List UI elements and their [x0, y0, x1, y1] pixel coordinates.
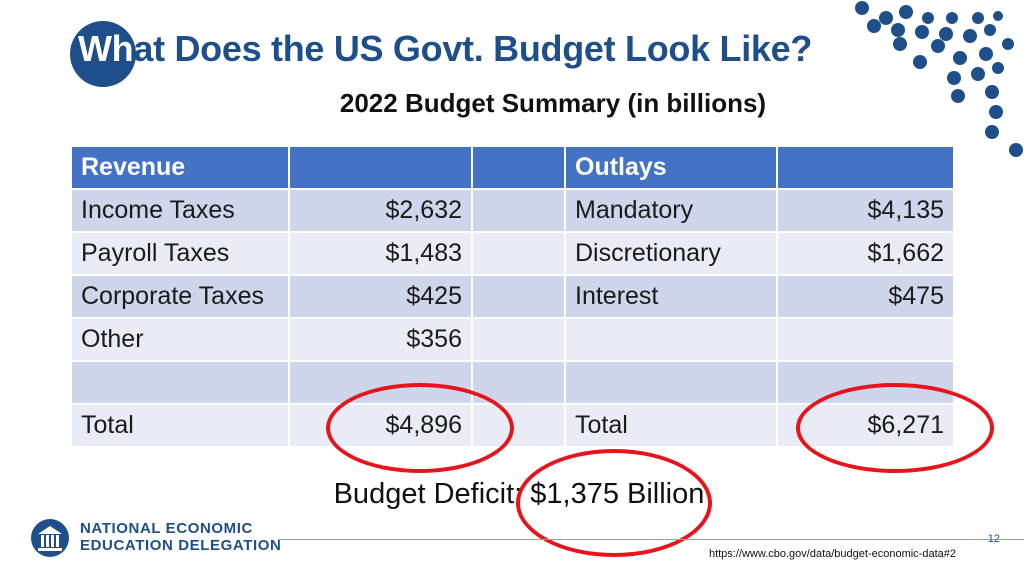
revenue-header: Revenue — [70, 145, 290, 190]
outlay-value: $1,662 — [776, 231, 955, 276]
header-cell — [776, 145, 955, 190]
revenue-value: $2,632 — [288, 188, 473, 233]
source-link[interactable]: https://www.cbo.gov/data/budget-economic… — [708, 548, 956, 560]
header-cell — [471, 145, 566, 190]
revenue-value: $1,483 — [288, 231, 473, 276]
budget-summary-table: Revenue Outlays Income Taxes $2,632 Mand… — [70, 145, 955, 448]
slide-title: What Does the US Govt. Budget Look Like? — [78, 28, 812, 70]
header-cell — [288, 145, 473, 190]
revenue-value: $356 — [288, 317, 473, 362]
outlay-total-label: Total — [564, 403, 778, 448]
spacer-cell — [471, 231, 566, 276]
footer-divider — [278, 539, 1024, 540]
highlight-circle-revenue-total — [326, 383, 514, 473]
org-name-line1: NATIONAL ECONOMIC — [80, 520, 253, 537]
empty-cell — [564, 360, 778, 405]
outlay-value: $4,135 — [776, 188, 955, 233]
revenue-total-label: Total — [70, 403, 290, 448]
outlay-label — [564, 317, 778, 362]
title-highlight: Wh — [78, 28, 134, 69]
highlight-circle-outlay-total — [796, 383, 994, 473]
nee-logo-icon — [31, 519, 69, 557]
table-row: Corporate Taxes $425 Interest $475 — [70, 274, 955, 319]
empty-cell — [70, 360, 290, 405]
budget-deficit-text: Budget Deficit: $1,375 Billion — [333, 478, 705, 510]
outlay-label: Interest — [564, 274, 778, 319]
table-header-row: Revenue Outlays — [70, 145, 955, 190]
outlay-value — [776, 317, 955, 362]
decorative-dots — [855, 1, 1023, 157]
revenue-label: Corporate Taxes — [70, 274, 290, 319]
outlay-label: Discretionary — [564, 231, 778, 276]
outlays-header: Outlays — [564, 145, 778, 190]
table-row: Payroll Taxes $1,483 Discretionary $1,66… — [70, 231, 955, 276]
revenue-label: Other — [70, 317, 290, 362]
spacer-cell — [471, 188, 566, 233]
table-row: Other $356 — [70, 317, 955, 362]
outlay-value: $475 — [776, 274, 955, 319]
revenue-label: Income Taxes — [70, 188, 290, 233]
spacer-cell — [471, 274, 566, 319]
org-name-line2: EDUCATION DELEGATION — [80, 537, 282, 554]
revenue-value: $425 — [288, 274, 473, 319]
table-row: Income Taxes $2,632 Mandatory $4,135 — [70, 188, 955, 233]
revenue-label: Payroll Taxes — [70, 231, 290, 276]
spacer-cell — [471, 317, 566, 362]
outlay-label: Mandatory — [564, 188, 778, 233]
slide-subtitle: 2022 Budget Summary (in billions) — [339, 88, 767, 118]
title-text: at Does the US Govt. Budget Look Like? — [133, 28, 813, 69]
page-number: 12 — [987, 533, 1000, 545]
highlight-circle-deficit — [516, 449, 712, 557]
org-name: NATIONAL ECONOMIC EDUCATION DELEGATION — [80, 520, 281, 554]
title-circle-accent — [70, 21, 136, 87]
